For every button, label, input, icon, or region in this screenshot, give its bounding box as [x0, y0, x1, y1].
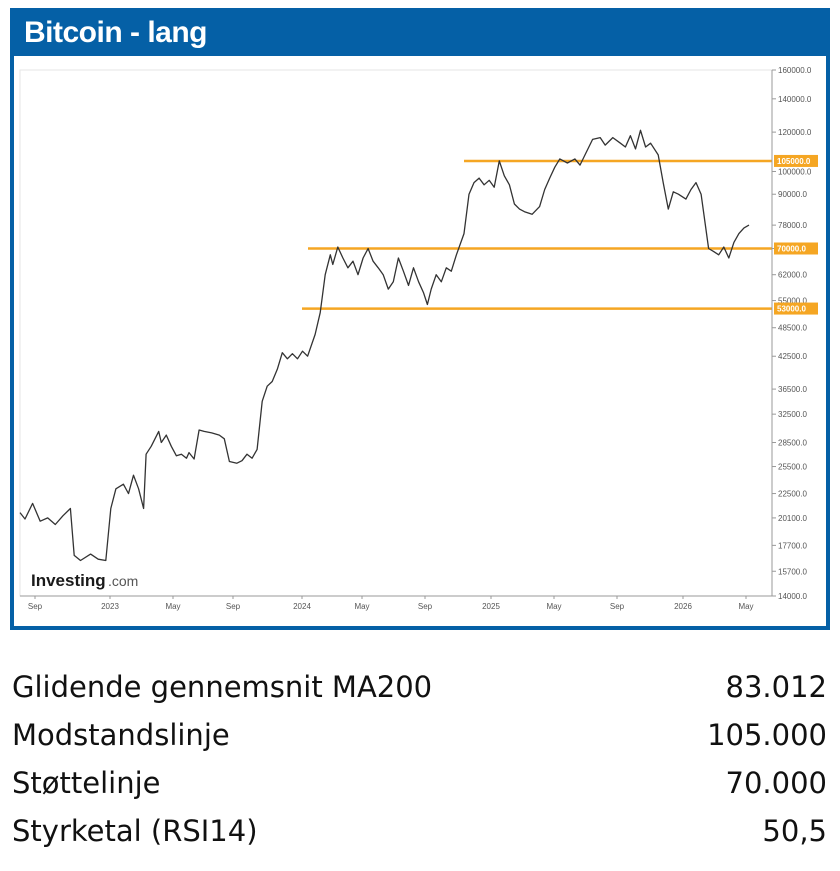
stat-label: Modstandslinje: [12, 718, 230, 752]
y-tick-label: 22500.0: [778, 490, 807, 499]
y-tick-label: 160000.0: [778, 66, 812, 75]
y-tick-label: 14000.0: [778, 592, 807, 601]
stat-row-ma200: Glidende gennemsnit MA200 83.012: [12, 670, 827, 718]
stat-value: 70.000: [725, 766, 827, 800]
y-tick-label: 78000.0: [778, 221, 807, 230]
x-tick-label: May: [738, 602, 753, 611]
y-tick-label: 90000.0: [778, 190, 807, 199]
y-tick-label: 25500.0: [778, 463, 807, 472]
x-axis: Sep 2023 May Sep 2024 May Sep 2025 May Sep 2026 May: [20, 595, 772, 611]
stat-row-rsi: Styrketal (RSI14) 50,5: [12, 814, 827, 862]
level-labels: 105000.0 70000.0 53000.0: [774, 154, 818, 315]
x-tick-label: Sep: [610, 602, 625, 611]
stat-label: Styrketal (RSI14): [12, 814, 258, 848]
x-tick-label: May: [354, 602, 369, 611]
y-tick-label: 20100.0: [778, 514, 807, 523]
chart-panel: Bitcoin - lang 160000.0 140000.0 120000.0 1…: [10, 8, 830, 630]
stat-value: 83.012: [725, 670, 827, 704]
level-label: 105000.0: [777, 157, 811, 166]
chart-area: 160000.0 140000.0 120000.0 100000.0 90000.0 7…: [14, 56, 826, 626]
x-tick-label: May: [546, 602, 561, 611]
x-tick-label: 2024: [293, 602, 311, 611]
y-tick-label: 48500.0: [778, 324, 807, 333]
y-tick-label: 32500.0: [778, 410, 807, 419]
y-tick-label: 15700.0: [778, 567, 807, 576]
x-tick-label: Sep: [226, 602, 241, 611]
price-chart: 160000.0 140000.0 120000.0 100000.0 90000.0 7…: [19, 66, 818, 611]
y-tick-label: 28500.0: [778, 439, 807, 448]
x-tick-label: 2026: [674, 602, 692, 611]
y-tick-label: 62000.0: [778, 271, 807, 280]
price-line: [19, 129, 750, 562]
y-tick-label: 140000.0: [778, 95, 812, 104]
level-lines: [302, 159, 772, 310]
x-tick-label: 2023: [101, 602, 119, 611]
y-tick-label: 120000.0: [778, 128, 812, 137]
y-tick-label: 42500.0: [778, 352, 807, 361]
stat-label: Støttelinje: [12, 766, 161, 800]
x-tick-label: May: [165, 602, 180, 611]
stat-value: 50,5: [762, 814, 827, 848]
level-label-box: [774, 302, 818, 315]
x-tick-label: Sep: [418, 602, 433, 611]
level-label: 53000.0: [777, 305, 806, 314]
y-tick-label: 36500.0: [778, 385, 807, 394]
plot-frame: [19, 69, 773, 597]
level-label-box: [774, 242, 818, 255]
x-tick-label: 2025: [482, 602, 500, 611]
y-tick-label: 17700.0: [778, 541, 807, 550]
stat-row-resistance: Modstandslinje 105.000: [12, 718, 827, 766]
watermark-brand: Investing: [31, 571, 106, 590]
x-tick-label: Sep: [28, 602, 43, 611]
y-tick-label: 100000.0: [778, 167, 812, 176]
y-tick-label: 55000.0: [778, 297, 807, 306]
stats-table: Glidende gennemsnit MA200 83.012 Modstan…: [12, 670, 827, 862]
panel-title: Bitcoin - lang: [24, 16, 208, 49]
stat-value: 105.000: [707, 718, 827, 752]
series-layer: [19, 129, 750, 562]
level-label-box: [774, 154, 818, 167]
stat-label: Glidende gennemsnit MA200: [12, 670, 433, 704]
stat-row-support: Støttelinje 70.000: [12, 766, 827, 814]
chart-grid: [19, 69, 773, 597]
watermark-suffix: .com: [108, 573, 138, 589]
investing-watermark: Investing .com: [31, 571, 138, 590]
level-label: 70000.0: [777, 244, 806, 253]
y-axis: 160000.0 140000.0 120000.0 100000.0 90000.0 7…: [771, 66, 812, 601]
